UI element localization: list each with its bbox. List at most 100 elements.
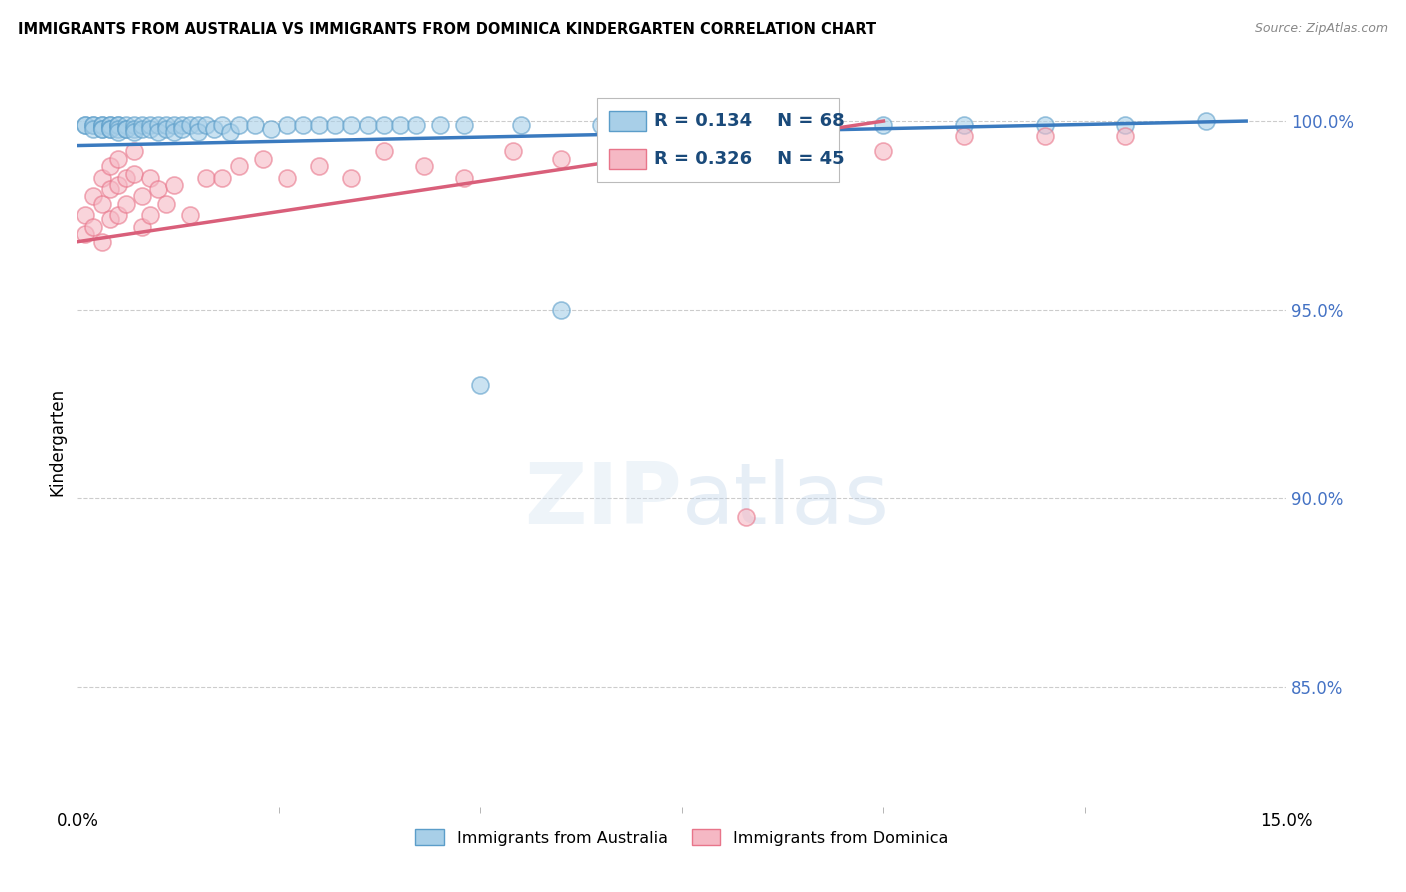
Point bbox=[155, 121, 177, 136]
Point bbox=[872, 118, 894, 132]
Point bbox=[195, 118, 218, 132]
Point bbox=[228, 159, 250, 173]
Point bbox=[122, 125, 145, 139]
Point bbox=[122, 118, 145, 132]
Point bbox=[792, 118, 814, 132]
Point bbox=[107, 208, 129, 222]
Point bbox=[139, 170, 162, 185]
Point bbox=[90, 170, 112, 185]
Point bbox=[163, 125, 186, 139]
Point bbox=[82, 219, 104, 234]
FancyBboxPatch shape bbox=[598, 98, 839, 182]
Point bbox=[509, 118, 531, 132]
Point bbox=[98, 121, 121, 136]
Point bbox=[260, 121, 283, 136]
Point bbox=[340, 170, 363, 185]
Point bbox=[75, 118, 97, 132]
Y-axis label: Kindergarten: Kindergarten bbox=[48, 387, 66, 496]
Point bbox=[146, 125, 169, 139]
Point bbox=[172, 118, 194, 132]
Point bbox=[1033, 118, 1056, 132]
Point bbox=[202, 121, 225, 136]
Point bbox=[179, 118, 201, 132]
Point bbox=[90, 118, 112, 132]
Text: ZIP: ZIP bbox=[524, 458, 682, 541]
Point bbox=[591, 118, 613, 132]
Point bbox=[139, 208, 162, 222]
Point bbox=[98, 212, 121, 227]
Point bbox=[550, 302, 572, 317]
Point bbox=[187, 125, 209, 139]
Point bbox=[98, 159, 121, 173]
Point bbox=[179, 208, 201, 222]
Point bbox=[388, 118, 411, 132]
Point bbox=[75, 208, 97, 222]
Point bbox=[413, 159, 436, 173]
Point bbox=[429, 118, 451, 132]
Point bbox=[211, 170, 233, 185]
Point bbox=[405, 118, 427, 132]
Point bbox=[1195, 114, 1218, 128]
Point bbox=[276, 170, 298, 185]
Point bbox=[172, 121, 194, 136]
Point bbox=[146, 182, 169, 196]
Point bbox=[373, 145, 395, 159]
Point bbox=[75, 227, 97, 242]
Point bbox=[107, 178, 129, 193]
Point bbox=[107, 125, 129, 139]
Point bbox=[711, 118, 734, 132]
Point bbox=[953, 129, 976, 144]
Point bbox=[195, 170, 218, 185]
Legend: Immigrants from Australia, Immigrants from Dominica: Immigrants from Australia, Immigrants fr… bbox=[409, 822, 955, 852]
Point bbox=[228, 118, 250, 132]
Point bbox=[139, 121, 162, 136]
Point bbox=[114, 197, 136, 211]
Point bbox=[1114, 129, 1136, 144]
Point bbox=[630, 118, 652, 132]
Point bbox=[470, 378, 492, 392]
Point bbox=[90, 235, 112, 249]
Point bbox=[98, 182, 121, 196]
Point bbox=[90, 121, 112, 136]
Point bbox=[252, 152, 274, 166]
Text: IMMIGRANTS FROM AUSTRALIA VS IMMIGRANTS FROM DOMINICA KINDERGARTEN CORRELATION C: IMMIGRANTS FROM AUSTRALIA VS IMMIGRANTS … bbox=[18, 22, 876, 37]
Point bbox=[131, 121, 153, 136]
Point bbox=[800, 129, 823, 144]
Point bbox=[131, 219, 153, 234]
Point bbox=[735, 510, 758, 524]
Point bbox=[90, 121, 112, 136]
Point bbox=[219, 125, 242, 139]
Point bbox=[356, 118, 378, 132]
Point bbox=[122, 121, 145, 136]
Point bbox=[107, 121, 129, 136]
Point bbox=[953, 118, 976, 132]
Point bbox=[131, 189, 153, 203]
Point bbox=[1114, 118, 1136, 132]
Point bbox=[187, 118, 209, 132]
Point bbox=[1033, 129, 1056, 144]
Point bbox=[122, 145, 145, 159]
Point bbox=[323, 118, 346, 132]
Point bbox=[308, 118, 330, 132]
Point bbox=[453, 118, 475, 132]
Point bbox=[107, 118, 129, 132]
Point bbox=[90, 118, 112, 132]
Point bbox=[114, 118, 136, 132]
Point bbox=[122, 167, 145, 181]
Point bbox=[98, 121, 121, 136]
Point bbox=[82, 118, 104, 132]
Point bbox=[82, 118, 104, 132]
Point bbox=[308, 159, 330, 173]
Point bbox=[211, 118, 233, 132]
Point bbox=[671, 152, 693, 166]
Point bbox=[90, 197, 112, 211]
Text: atlas: atlas bbox=[682, 458, 890, 541]
Point bbox=[98, 118, 121, 132]
Point bbox=[114, 121, 136, 136]
Point bbox=[340, 118, 363, 132]
FancyBboxPatch shape bbox=[609, 149, 645, 169]
Point bbox=[82, 189, 104, 203]
Point bbox=[155, 118, 177, 132]
Point bbox=[155, 197, 177, 211]
Point bbox=[373, 118, 395, 132]
